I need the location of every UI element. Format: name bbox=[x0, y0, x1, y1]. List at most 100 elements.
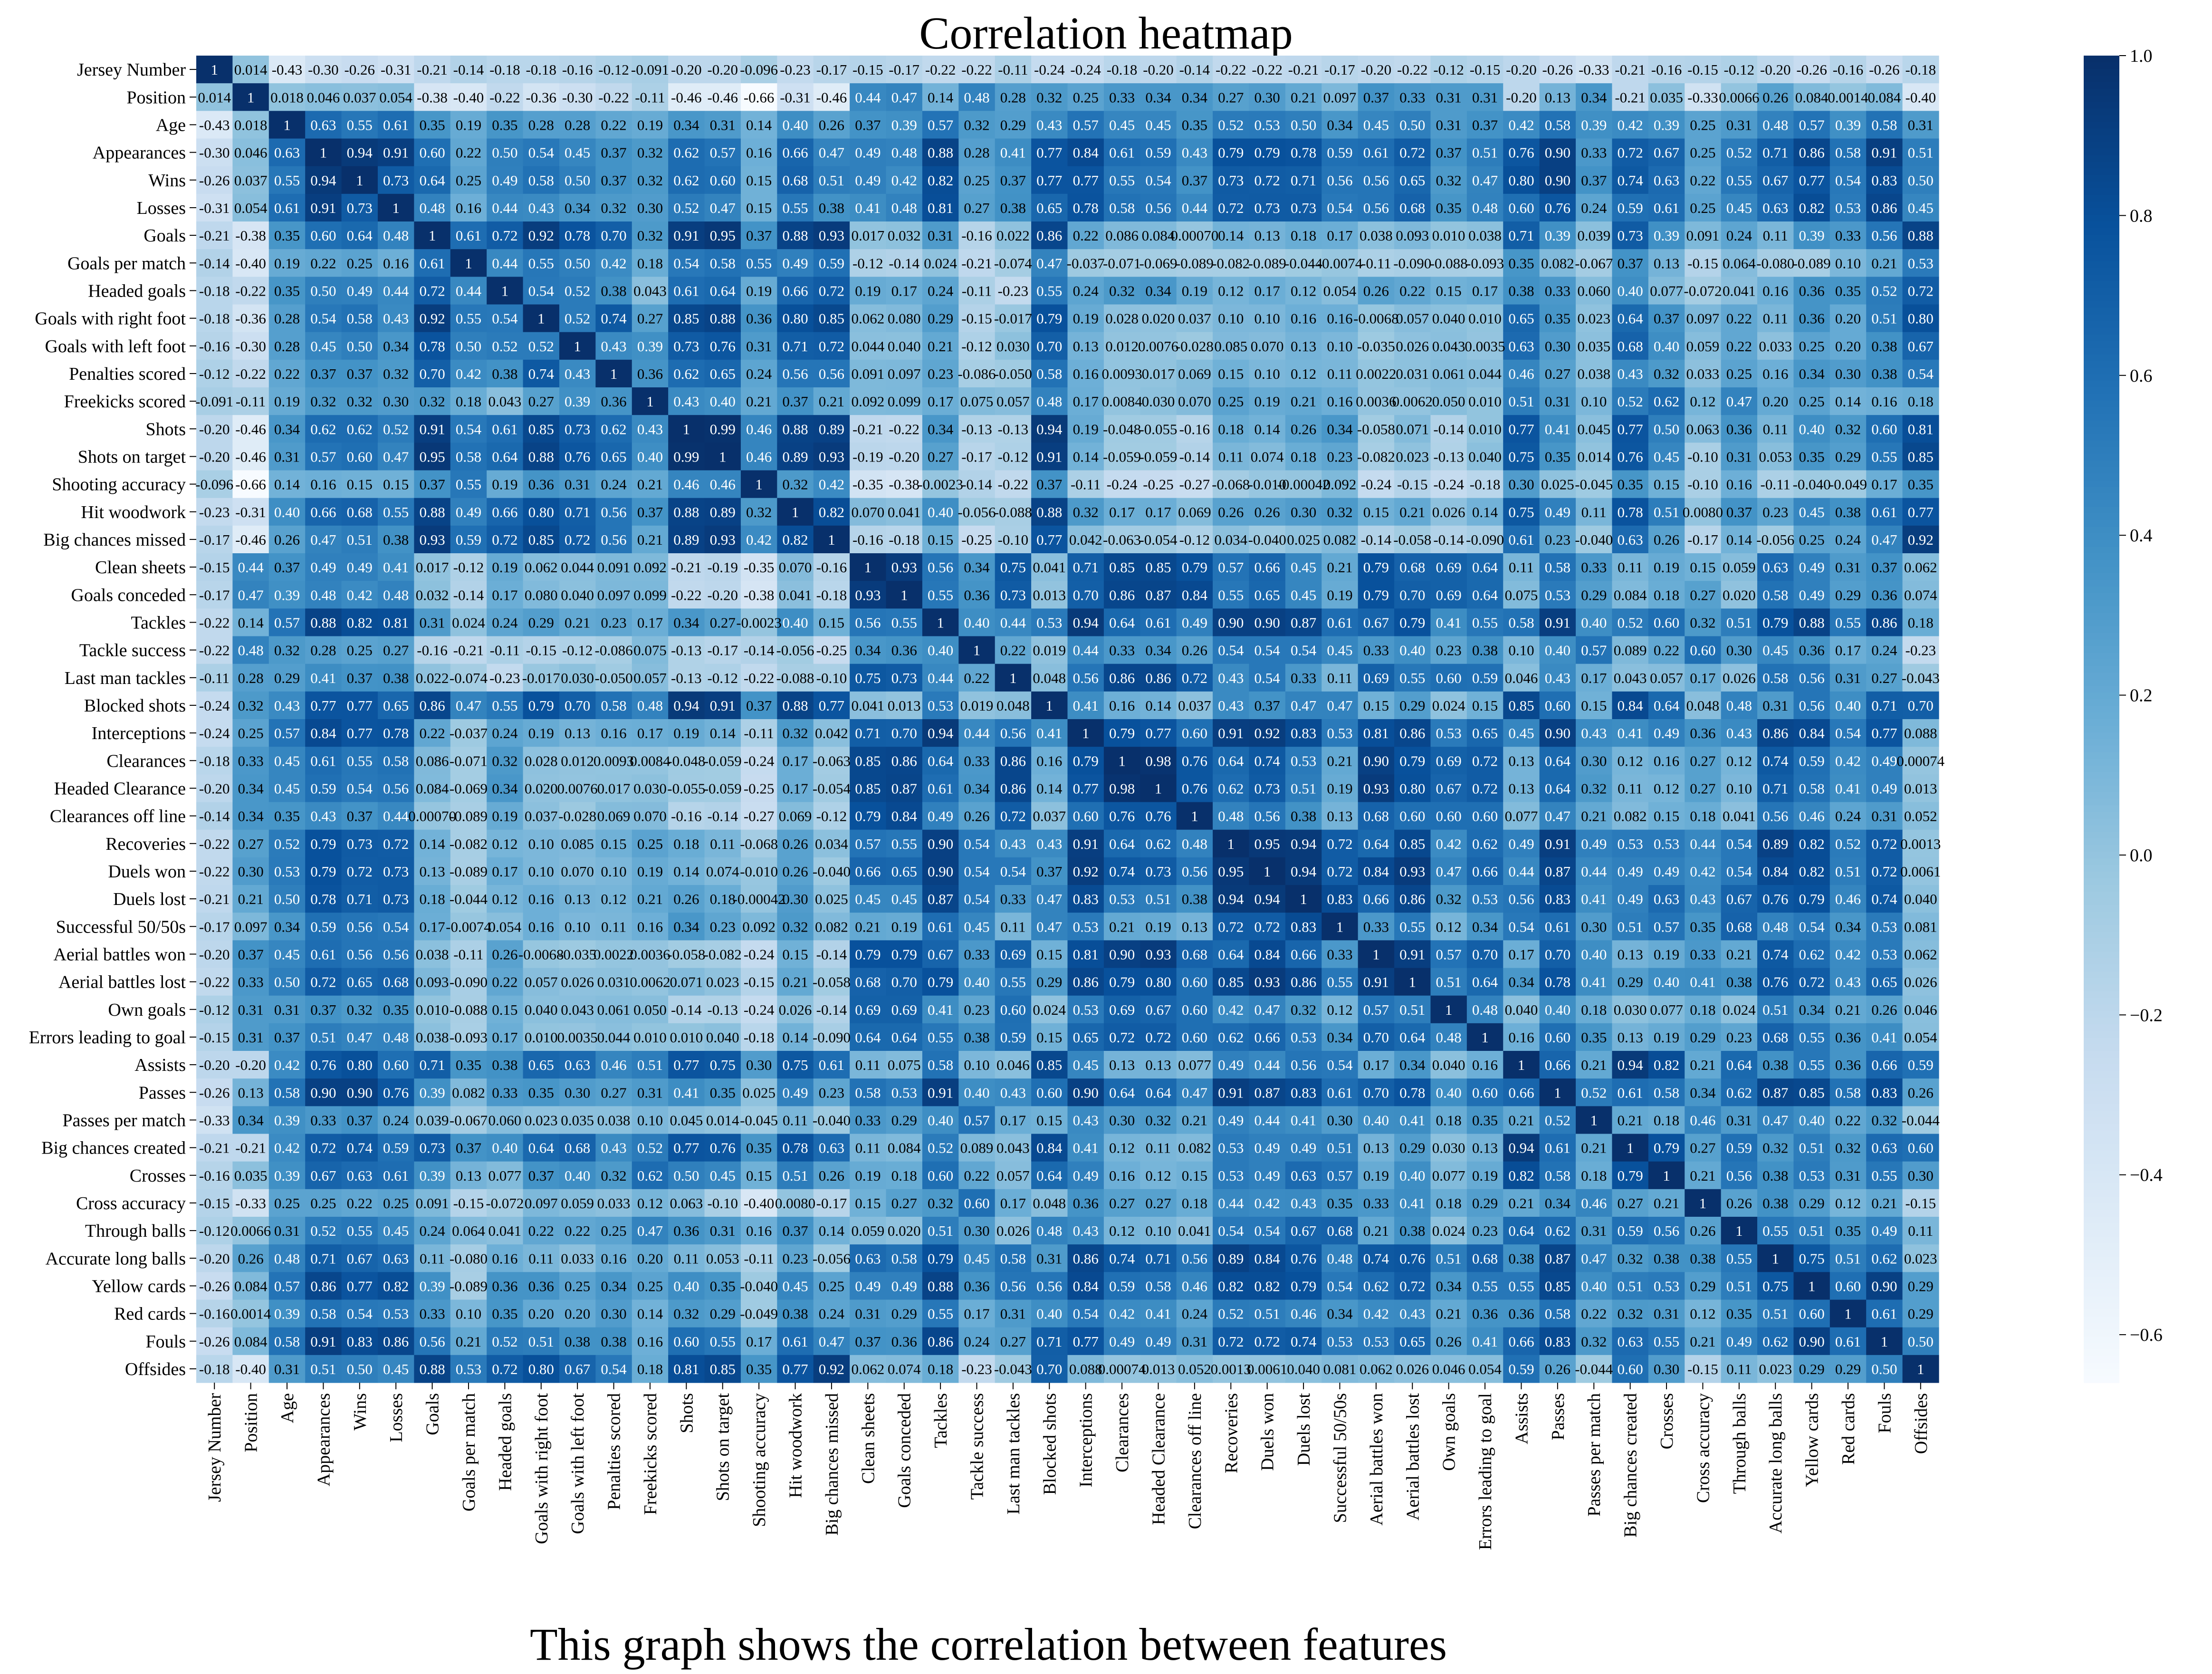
cell-annotation: 0.47 bbox=[1254, 1001, 1280, 1018]
colorbar-segment bbox=[2084, 68, 2119, 76]
cell-annotation: 0.39 bbox=[637, 338, 663, 355]
cell-annotation: 0.62 bbox=[347, 421, 373, 437]
cell-annotation: 0.11 bbox=[1908, 1222, 1933, 1239]
cell-annotation: -0.040 bbox=[813, 1112, 851, 1128]
cell-annotation: 0.025 bbox=[1541, 476, 1574, 493]
cell-annotation: 0.42 bbox=[1835, 752, 1861, 769]
cell-annotation: 0.45 bbox=[964, 918, 989, 935]
cell-annotation: 0.82 bbox=[1799, 836, 1824, 852]
cell-annotation: 0.48 bbox=[1327, 1250, 1352, 1267]
cell-annotation: 0.72 bbox=[1145, 1029, 1171, 1046]
cell-annotation: 0.13 bbox=[1254, 227, 1280, 244]
colorbar-segment bbox=[2084, 88, 2119, 96]
cell-annotation: 0.40 bbox=[1835, 697, 1861, 714]
cell-annotation: 0.0062 bbox=[630, 974, 670, 991]
cell-annotation: -0.14 bbox=[1433, 531, 1464, 548]
cell-annotation: 0.51 bbox=[1762, 1306, 1788, 1322]
cell-annotation: -0.15 bbox=[199, 1195, 230, 1212]
cell-annotation: -0.20 bbox=[1143, 61, 1174, 78]
cell-annotation: 0.084 bbox=[1795, 89, 1829, 106]
cell-annotation: 0.052 bbox=[1178, 1361, 1211, 1377]
cell-annotation: -0.056 bbox=[776, 642, 814, 659]
cell-annotation: 0.29 bbox=[1618, 974, 1643, 991]
cell-annotation: 0.12 bbox=[1218, 282, 1244, 299]
cell-annotation: 0.12 bbox=[1109, 1222, 1135, 1239]
cell-annotation: 0.62 bbox=[1145, 836, 1171, 852]
cell-annotation: 0.21 bbox=[238, 891, 263, 907]
heatmap-cell bbox=[268, 111, 306, 139]
cell-annotation: 0.72 bbox=[1327, 836, 1352, 852]
colorbar-segment bbox=[2084, 1117, 2119, 1125]
cell-annotation: 0.32 bbox=[1762, 1140, 1788, 1156]
cell-annotation: 0.10 bbox=[528, 836, 554, 852]
cell-annotation: 0.45 bbox=[1654, 448, 1679, 465]
cell-annotation: 0.25 bbox=[819, 1278, 844, 1294]
cell-annotation: 0.60 bbox=[1436, 670, 1462, 686]
heatmap-cell bbox=[1612, 83, 1649, 111]
cell-annotation: 0.11 bbox=[1327, 366, 1352, 382]
cell-annotation: 0.59 bbox=[1000, 1029, 1026, 1046]
cell-annotation: 0.55 bbox=[528, 255, 554, 271]
cell-annotation: 0.35 bbox=[1472, 1112, 1498, 1128]
cell-annotation: 0.71 bbox=[1871, 697, 1897, 714]
cell-annotation: 0.16 bbox=[528, 918, 554, 935]
cell-annotation: 0.31 bbox=[928, 227, 953, 244]
cell-annotation: -0.27 bbox=[1179, 476, 1210, 493]
cell-annotation: 0.024 bbox=[1723, 1001, 1756, 1018]
cell-annotation: 0.35 bbox=[1726, 1306, 1752, 1322]
x-tick-label: Goals conceded bbox=[895, 1393, 915, 1508]
cell-annotation: 0.74 bbox=[347, 1140, 373, 1156]
cell-annotation: -0.11 bbox=[1071, 476, 1101, 493]
cell-annotation: -0.13 bbox=[671, 642, 702, 659]
cell-annotation: 0.025 bbox=[1287, 531, 1320, 548]
cell-annotation: -0.15 bbox=[852, 61, 883, 78]
cell-annotation: 0.51 bbox=[637, 1057, 663, 1073]
cell-annotation: 0.54 bbox=[1327, 1057, 1353, 1073]
colorbar-segment bbox=[2084, 1329, 2119, 1337]
cell-annotation: 0.39 bbox=[1654, 227, 1679, 244]
heatmap-cell bbox=[668, 166, 705, 194]
heatmap-cell bbox=[632, 111, 669, 139]
cell-annotation: 0.79 bbox=[1036, 310, 1062, 327]
cell-annotation: 0.30 bbox=[782, 891, 808, 907]
cell-annotation: 0.0013 bbox=[1211, 1361, 1251, 1377]
cell-annotation: 0.91 bbox=[1871, 144, 1897, 161]
cell-annotation: 0.51 bbox=[1618, 1278, 1643, 1294]
cell-annotation: 0.87 bbox=[1145, 587, 1171, 603]
heatmap-cell bbox=[1685, 138, 1722, 167]
cell-annotation: 0.44 bbox=[964, 725, 990, 741]
cell-annotation: -0.18 bbox=[1906, 61, 1936, 78]
cell-annotation: 0.11 bbox=[1581, 504, 1607, 520]
cell-annotation: 0.93 bbox=[1363, 780, 1389, 797]
cell-annotation: 0.76 bbox=[710, 1140, 736, 1156]
cell-annotation: 0.37 bbox=[601, 172, 626, 189]
cell-annotation: -0.36 bbox=[526, 89, 556, 106]
heatmap-cell bbox=[995, 56, 1032, 84]
y-tick-label: Own goals bbox=[108, 1000, 186, 1020]
colorbar-segment bbox=[2084, 1024, 2119, 1031]
cell-annotation: 0.18 bbox=[710, 891, 736, 907]
y-tick-label: Big chances created bbox=[41, 1138, 186, 1158]
cell-annotation: 0.31 bbox=[1835, 670, 1861, 686]
cell-annotation: 0.45 bbox=[1762, 642, 1788, 659]
cell-annotation: 0.57 bbox=[274, 614, 300, 631]
cell-annotation: 0.21 bbox=[1291, 393, 1316, 410]
cell-annotation: -0.16 bbox=[1651, 61, 1682, 78]
cell-annotation: 0.64 bbox=[1399, 1029, 1426, 1046]
cell-annotation: 0.88 bbox=[782, 697, 808, 714]
cell-annotation: 0.68 bbox=[1363, 808, 1389, 825]
heatmap-cell bbox=[1358, 83, 1395, 111]
cell-annotation: 0.61 bbox=[673, 282, 699, 299]
heatmap-cell bbox=[305, 83, 342, 111]
cell-annotation: 0.49 bbox=[855, 172, 881, 189]
cell-annotation: 0.052 bbox=[1904, 808, 1937, 825]
cell-annotation: 0.39 bbox=[419, 1278, 445, 1294]
cell-annotation: 0.030 bbox=[1614, 1001, 1647, 1018]
cell-annotation: 0.91 bbox=[1363, 974, 1389, 991]
cell-annotation: 0.40 bbox=[782, 116, 808, 133]
cell-annotation: 0.11 bbox=[1726, 1361, 1752, 1377]
cell-annotation: 0.10 bbox=[1835, 255, 1861, 271]
cell-annotation: 0.72 bbox=[1254, 172, 1280, 189]
cell-annotation: 0.34 bbox=[492, 780, 518, 797]
cell-annotation: -0.093 bbox=[1466, 255, 1504, 271]
